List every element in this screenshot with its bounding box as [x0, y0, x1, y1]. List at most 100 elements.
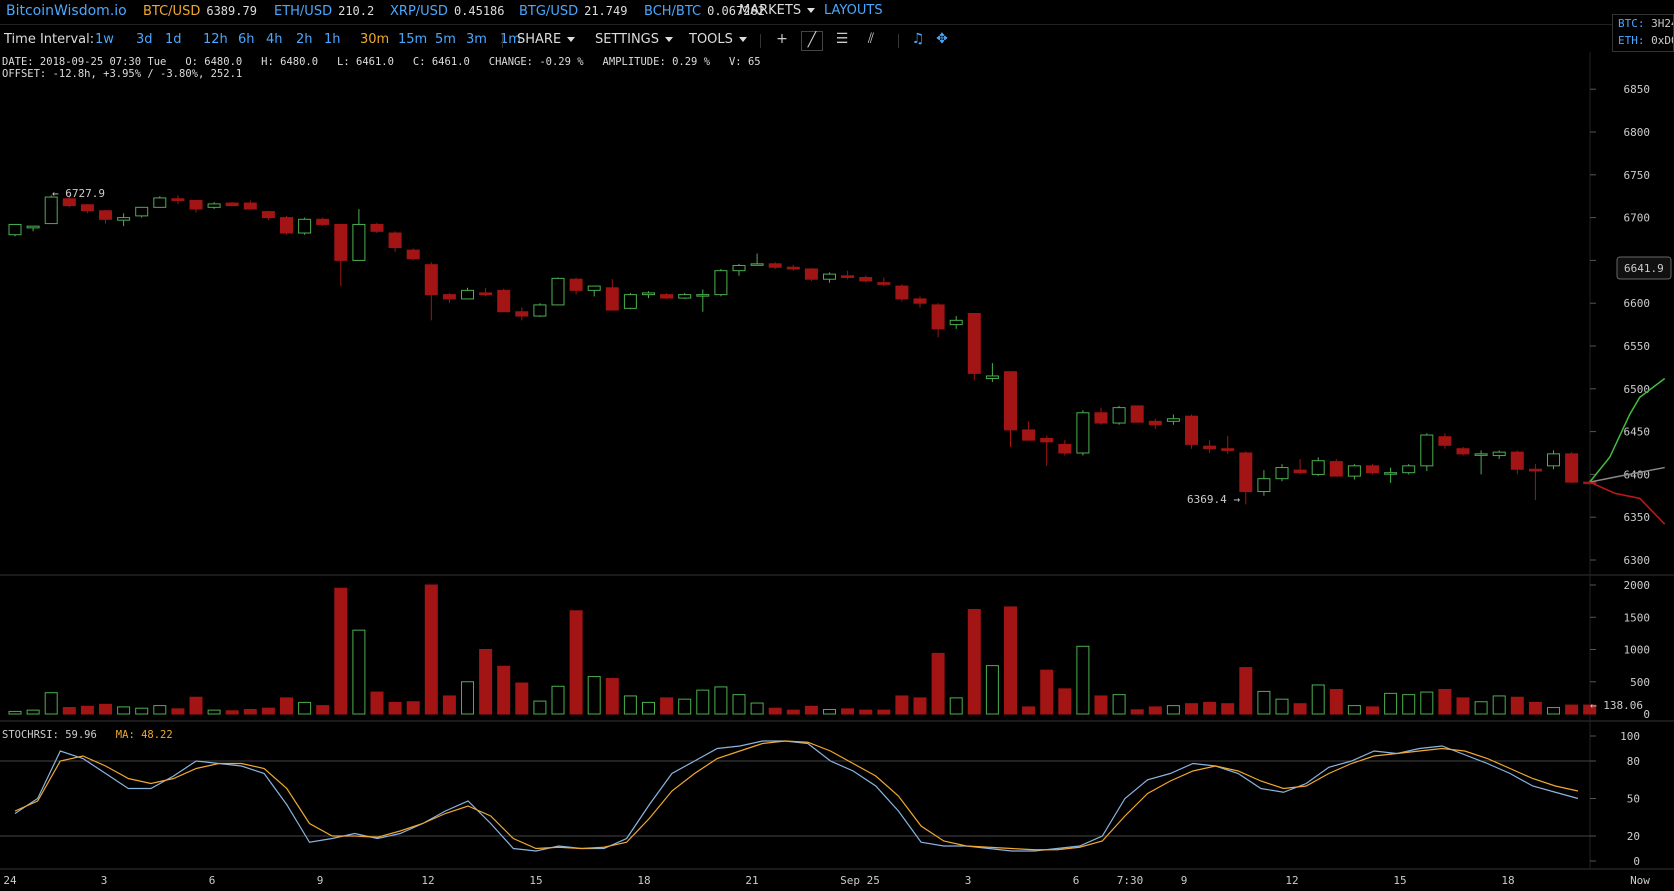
candle-body [533, 304, 547, 317]
layouts-link[interactable]: LAYOUTS [824, 3, 883, 18]
candle-body [479, 292, 493, 296]
volume-bar [1275, 698, 1289, 715]
settings-menu[interactable]: SETTINGS [595, 32, 674, 47]
ticker-price: 210.2 [338, 4, 375, 18]
interval-30m[interactable]: 30m [360, 32, 390, 47]
candle [660, 292, 674, 299]
volume-bar [461, 681, 474, 715]
candle-body [1094, 412, 1108, 424]
interval-5m[interactable]: 5m [435, 32, 456, 47]
hlines-icon[interactable]: ☰ [835, 31, 849, 47]
share-menu[interactable]: SHARE [517, 32, 576, 47]
candle-body [316, 218, 330, 225]
candle [696, 289, 710, 312]
candle [804, 268, 818, 281]
markets-menu[interactable]: MARKETS [739, 3, 816, 18]
candle-body [1420, 434, 1434, 467]
volume-bar [225, 710, 239, 715]
interval-12h[interactable]: 12h [203, 32, 228, 47]
candle [985, 363, 999, 382]
candle-body [804, 268, 818, 280]
price-tick-label: 6700 [1624, 212, 1651, 225]
candle [1275, 464, 1289, 482]
candle-body [424, 264, 438, 296]
interval-4h[interactable]: 4h [266, 32, 283, 47]
candle-body [859, 277, 873, 282]
low-price-annotation: 6369.4 → [1187, 493, 1240, 506]
candle [1130, 405, 1144, 423]
candle-body [171, 198, 185, 201]
time-axis-label: 6 [1073, 874, 1080, 887]
candle [442, 292, 456, 304]
current-price-label: 6641.9 [1624, 262, 1664, 275]
candle-body [1438, 436, 1452, 446]
candle [1112, 405, 1126, 425]
tools-menu[interactable]: TOOLS [689, 32, 747, 47]
time-axis-label: 7:30 [1117, 874, 1144, 887]
bell-icon[interactable]: ♫ [911, 31, 925, 47]
volume-bar [62, 707, 76, 715]
eth-address[interactable]: 0xD0 [1651, 34, 1673, 47]
candle [153, 196, 167, 208]
stochrsi-line [14, 740, 1579, 852]
stochrsi-value: STOCHRSI: 59.96 [2, 729, 97, 741]
logo[interactable]: BitcoinWisdom.io [6, 3, 127, 19]
candle [1510, 450, 1524, 475]
candle [515, 307, 529, 321]
crosshair-icon[interactable]: + [776, 31, 788, 47]
interval-15m[interactable]: 15m [398, 32, 428, 47]
candle [1293, 458, 1307, 475]
volume-bar [804, 705, 818, 715]
candle [823, 272, 836, 283]
ohlc-line: DATE: 2018-09-25 07:30 Tue O: 6480.0 H: … [2, 56, 761, 68]
candle-body [750, 263, 764, 266]
candle-body [1384, 472, 1398, 475]
candle [678, 292, 692, 299]
line-tool-icon[interactable]: ╱ [801, 31, 823, 51]
candle [44, 195, 58, 225]
fullscreen-icon[interactable]: ✥ [936, 31, 948, 47]
candle [1347, 464, 1361, 480]
interval-1w[interactable]: 1w [95, 32, 114, 47]
ticker-symbol: BTC/USD [143, 4, 201, 19]
time-axis-label: 6 [209, 874, 216, 887]
interval-6h[interactable]: 6h [238, 32, 255, 47]
volume-bar [1366, 706, 1379, 715]
candle-body [388, 232, 402, 249]
fan-tool-icon[interactable]: ⫽ [867, 31, 875, 47]
ticker-price: 6389.79 [206, 4, 257, 18]
candle-body [1185, 415, 1198, 445]
interval-1h[interactable]: 1h [324, 32, 341, 47]
candle-body [243, 202, 257, 210]
candle-body [1510, 451, 1524, 470]
volume-bar [623, 695, 637, 715]
interval-2h[interactable]: 2h [296, 32, 313, 47]
ticker-eth-usd[interactable]: ETH/USD 210.2 [274, 4, 374, 19]
candle [605, 279, 619, 311]
ticker-bch-btc[interactable]: BCH/BTC 0.067262 [644, 4, 765, 19]
ticker-xrp-usd[interactable]: XRP/USD 0.45186 [390, 4, 505, 19]
interval-1d[interactable]: 1d [165, 32, 182, 47]
rsi-tick-label: 50 [1627, 793, 1640, 806]
candle-body [1058, 443, 1072, 454]
stochrsi-ma-line [14, 740, 1579, 851]
interval-3d[interactable]: 3d [136, 32, 153, 47]
candle [406, 248, 420, 261]
ticker-price: 0.067262 [707, 4, 765, 18]
candle-body [1366, 465, 1379, 474]
candle [1004, 371, 1017, 448]
volume-bar [99, 703, 112, 715]
volume-bar [569, 610, 583, 715]
btc-address[interactable]: 3H24 [1651, 17, 1673, 30]
candle-body [1329, 461, 1343, 477]
ticker-btg-usd[interactable]: BTG/USD 21.749 [519, 4, 627, 19]
candle-body [334, 223, 348, 261]
ticker-btc-usd[interactable]: BTC/USD 6389.79 [143, 4, 257, 19]
volume-bar [678, 698, 692, 715]
interval-1m[interactable]: 1m [500, 32, 521, 47]
volume-bar [1384, 692, 1398, 715]
top-bar: BitcoinWisdom.io BTC/USD 6389.79 ETH/USD 21… [0, 0, 1674, 25]
rsi-tick-label: 100 [1620, 730, 1640, 743]
interval-3m[interactable]: 3m [466, 32, 487, 47]
